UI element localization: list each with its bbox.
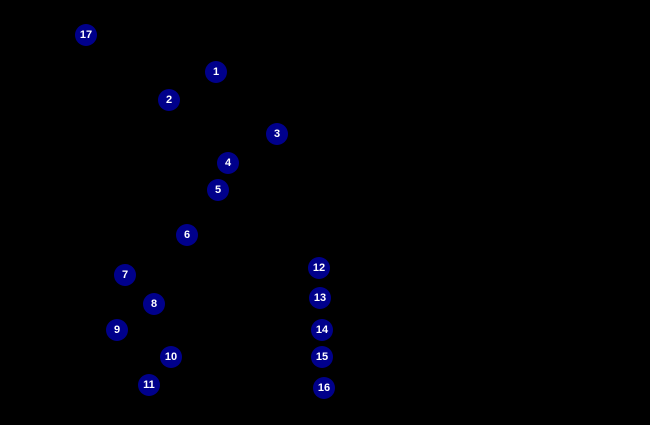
map-marker-13[interactable]: 13 <box>309 287 331 309</box>
map-marker-15[interactable]: 15 <box>311 346 333 368</box>
map-marker-7[interactable]: 7 <box>114 264 136 286</box>
map-marker-label: 1 <box>212 65 220 78</box>
map-marker-label: 17 <box>79 28 93 41</box>
map-marker-8[interactable]: 8 <box>143 293 165 315</box>
map-marker-label: 7 <box>121 268 129 281</box>
map-marker-2[interactable]: 2 <box>158 89 180 111</box>
map-marker-label: 4 <box>224 156 232 169</box>
map-marker-label: 12 <box>312 261 326 274</box>
map-marker-5[interactable]: 5 <box>207 179 229 201</box>
map-marker-17[interactable]: 17 <box>75 24 97 46</box>
map-marker-label: 6 <box>183 228 191 241</box>
map-marker-12[interactable]: 12 <box>308 257 330 279</box>
map-marker-label: 8 <box>150 297 158 310</box>
map-marker-11[interactable]: 11 <box>138 374 160 396</box>
map-marker-9[interactable]: 9 <box>106 319 128 341</box>
map-marker-16[interactable]: 16 <box>313 377 335 399</box>
map-marker-14[interactable]: 14 <box>311 319 333 341</box>
map-marker-10[interactable]: 10 <box>160 346 182 368</box>
map-marker-label: 16 <box>317 381 331 394</box>
map-marker-4[interactable]: 4 <box>217 152 239 174</box>
map-marker-label: 13 <box>313 291 327 304</box>
map-marker-label: 2 <box>165 93 173 106</box>
map-marker-label: 10 <box>164 350 178 363</box>
map-marker-label: 3 <box>273 127 281 140</box>
map-marker-label: 14 <box>315 323 329 336</box>
map-marker-3[interactable]: 3 <box>266 123 288 145</box>
map-marker-label: 15 <box>315 350 329 363</box>
map-marker-6[interactable]: 6 <box>176 224 198 246</box>
map-marker-1[interactable]: 1 <box>205 61 227 83</box>
map-marker-label: 9 <box>113 323 121 336</box>
map-marker-label: 5 <box>214 183 222 196</box>
map-marker-label: 11 <box>143 378 155 391</box>
